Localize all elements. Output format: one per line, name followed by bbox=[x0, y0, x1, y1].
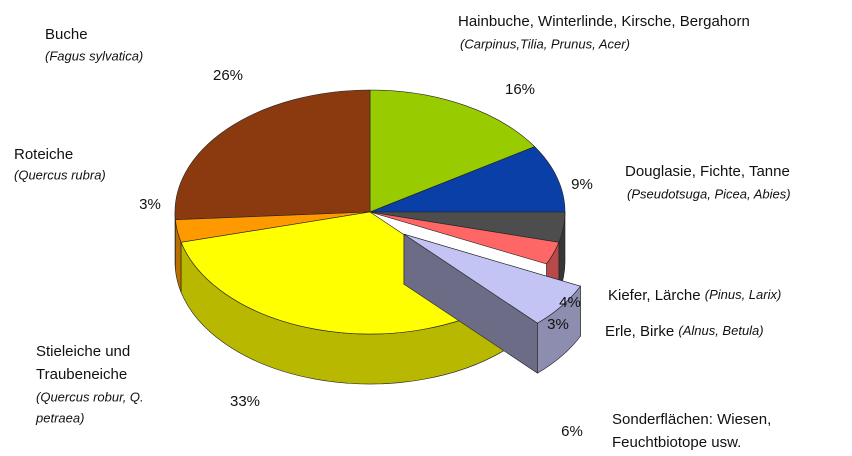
slice-latin: petraea) bbox=[35, 410, 84, 425]
slice-value-label: 3% bbox=[139, 196, 161, 213]
slice-value-label: 9% bbox=[571, 176, 593, 193]
slice bbox=[403, 233, 581, 374]
slice-value-label: 6% bbox=[561, 423, 583, 440]
slice-top bbox=[403, 233, 581, 324]
slice-value-label: 33% bbox=[230, 393, 260, 410]
slice-name: Buche bbox=[45, 26, 88, 43]
slice-value-label: 3% bbox=[547, 316, 569, 333]
slice-label: Kiefer, Lärche (Pinus, Larix) bbox=[608, 287, 781, 304]
slice-label: Erle, Birke (Alnus, Betula) bbox=[605, 323, 764, 340]
slice-top bbox=[369, 211, 560, 265]
slice-name: Sonderflächen: Wiesen, bbox=[612, 411, 771, 428]
slice-name: Stieleiche und bbox=[36, 343, 130, 360]
slice-latin: (Pseudotsuga, Picea, Abies) bbox=[627, 186, 791, 201]
slice-latin: (Quercus rubra) bbox=[14, 167, 106, 182]
slice-name: Kiefer, Lärche bbox=[608, 287, 701, 304]
slice-name: Hainbuche, Winterlinde, Kirsche, Bergaho… bbox=[458, 13, 750, 30]
slice bbox=[174, 89, 371, 270]
slice-value-label: 26% bbox=[213, 67, 243, 84]
slice-top bbox=[369, 89, 536, 213]
slice-latin: (Pinus, Larix) bbox=[705, 287, 782, 302]
slice-top bbox=[369, 146, 566, 213]
slice-latin: (Carpinus,Tilia, Prunus, Acer) bbox=[460, 36, 630, 51]
slice-name: Roteiche bbox=[14, 146, 73, 163]
slice-top bbox=[174, 89, 371, 220]
slice-latin: (Alnus, Betula) bbox=[678, 323, 763, 338]
slice-latin: (Quercus robur, Q. bbox=[36, 389, 144, 404]
slice-name: Erle, Birke bbox=[605, 323, 674, 340]
slice-name: Feuchtbiotope usw. bbox=[612, 434, 741, 451]
slice-name: Douglasie, Fichte, Tanne bbox=[625, 163, 790, 180]
slice bbox=[369, 146, 566, 213]
slice bbox=[369, 89, 536, 213]
slice-value-label: 16% bbox=[505, 81, 535, 98]
slice-value-label: 4% bbox=[559, 294, 581, 311]
slice-name: Traubeneiche bbox=[36, 366, 127, 383]
slice-latin: (Fagus sylvatica) bbox=[45, 48, 143, 63]
